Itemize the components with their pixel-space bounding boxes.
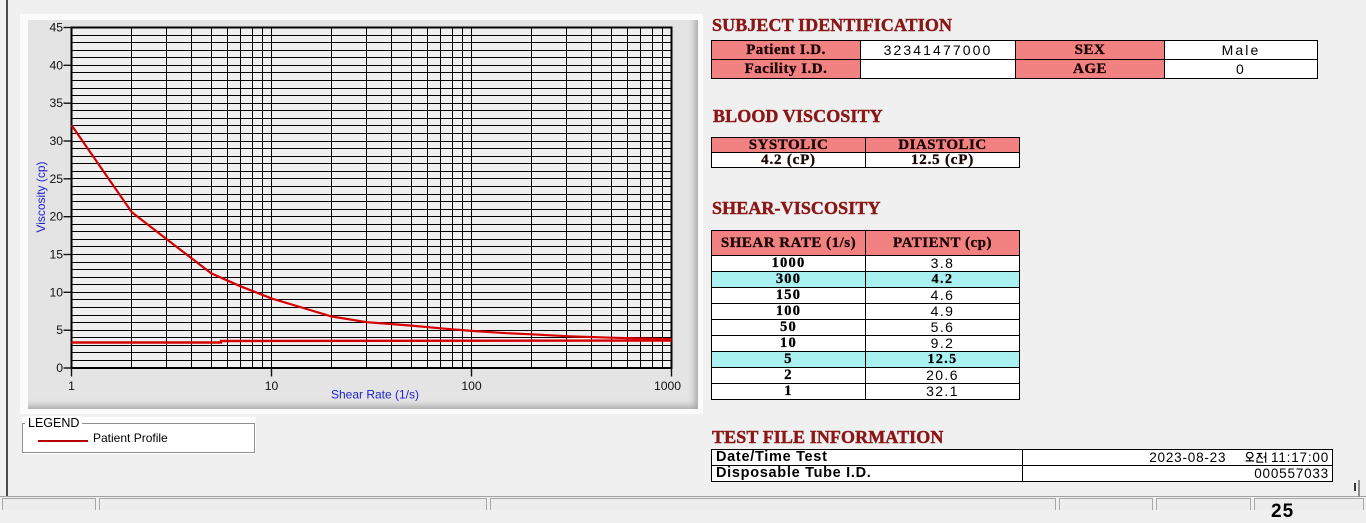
svg-text:0: 0 [56,361,63,375]
svg-text:15: 15 [49,248,63,262]
svg-text:20: 20 [49,210,63,224]
svg-text:1: 1 [68,379,75,393]
svg-text:35: 35 [49,96,63,110]
svg-text:25: 25 [49,172,63,186]
svg-text:45: 45 [49,21,63,35]
svg-text:Viscosity (cp): Viscosity (cp) [34,161,48,232]
svg-text:10: 10 [49,285,63,299]
svg-text:30: 30 [49,134,63,148]
svg-text:Shear Rate (1/s): Shear Rate (1/s) [331,388,419,402]
svg-text:10: 10 [265,379,279,393]
svg-text:100: 100 [461,379,482,393]
svg-text:40: 40 [49,58,63,72]
svg-text:5: 5 [56,323,63,337]
svg-text:1000: 1000 [654,379,681,393]
